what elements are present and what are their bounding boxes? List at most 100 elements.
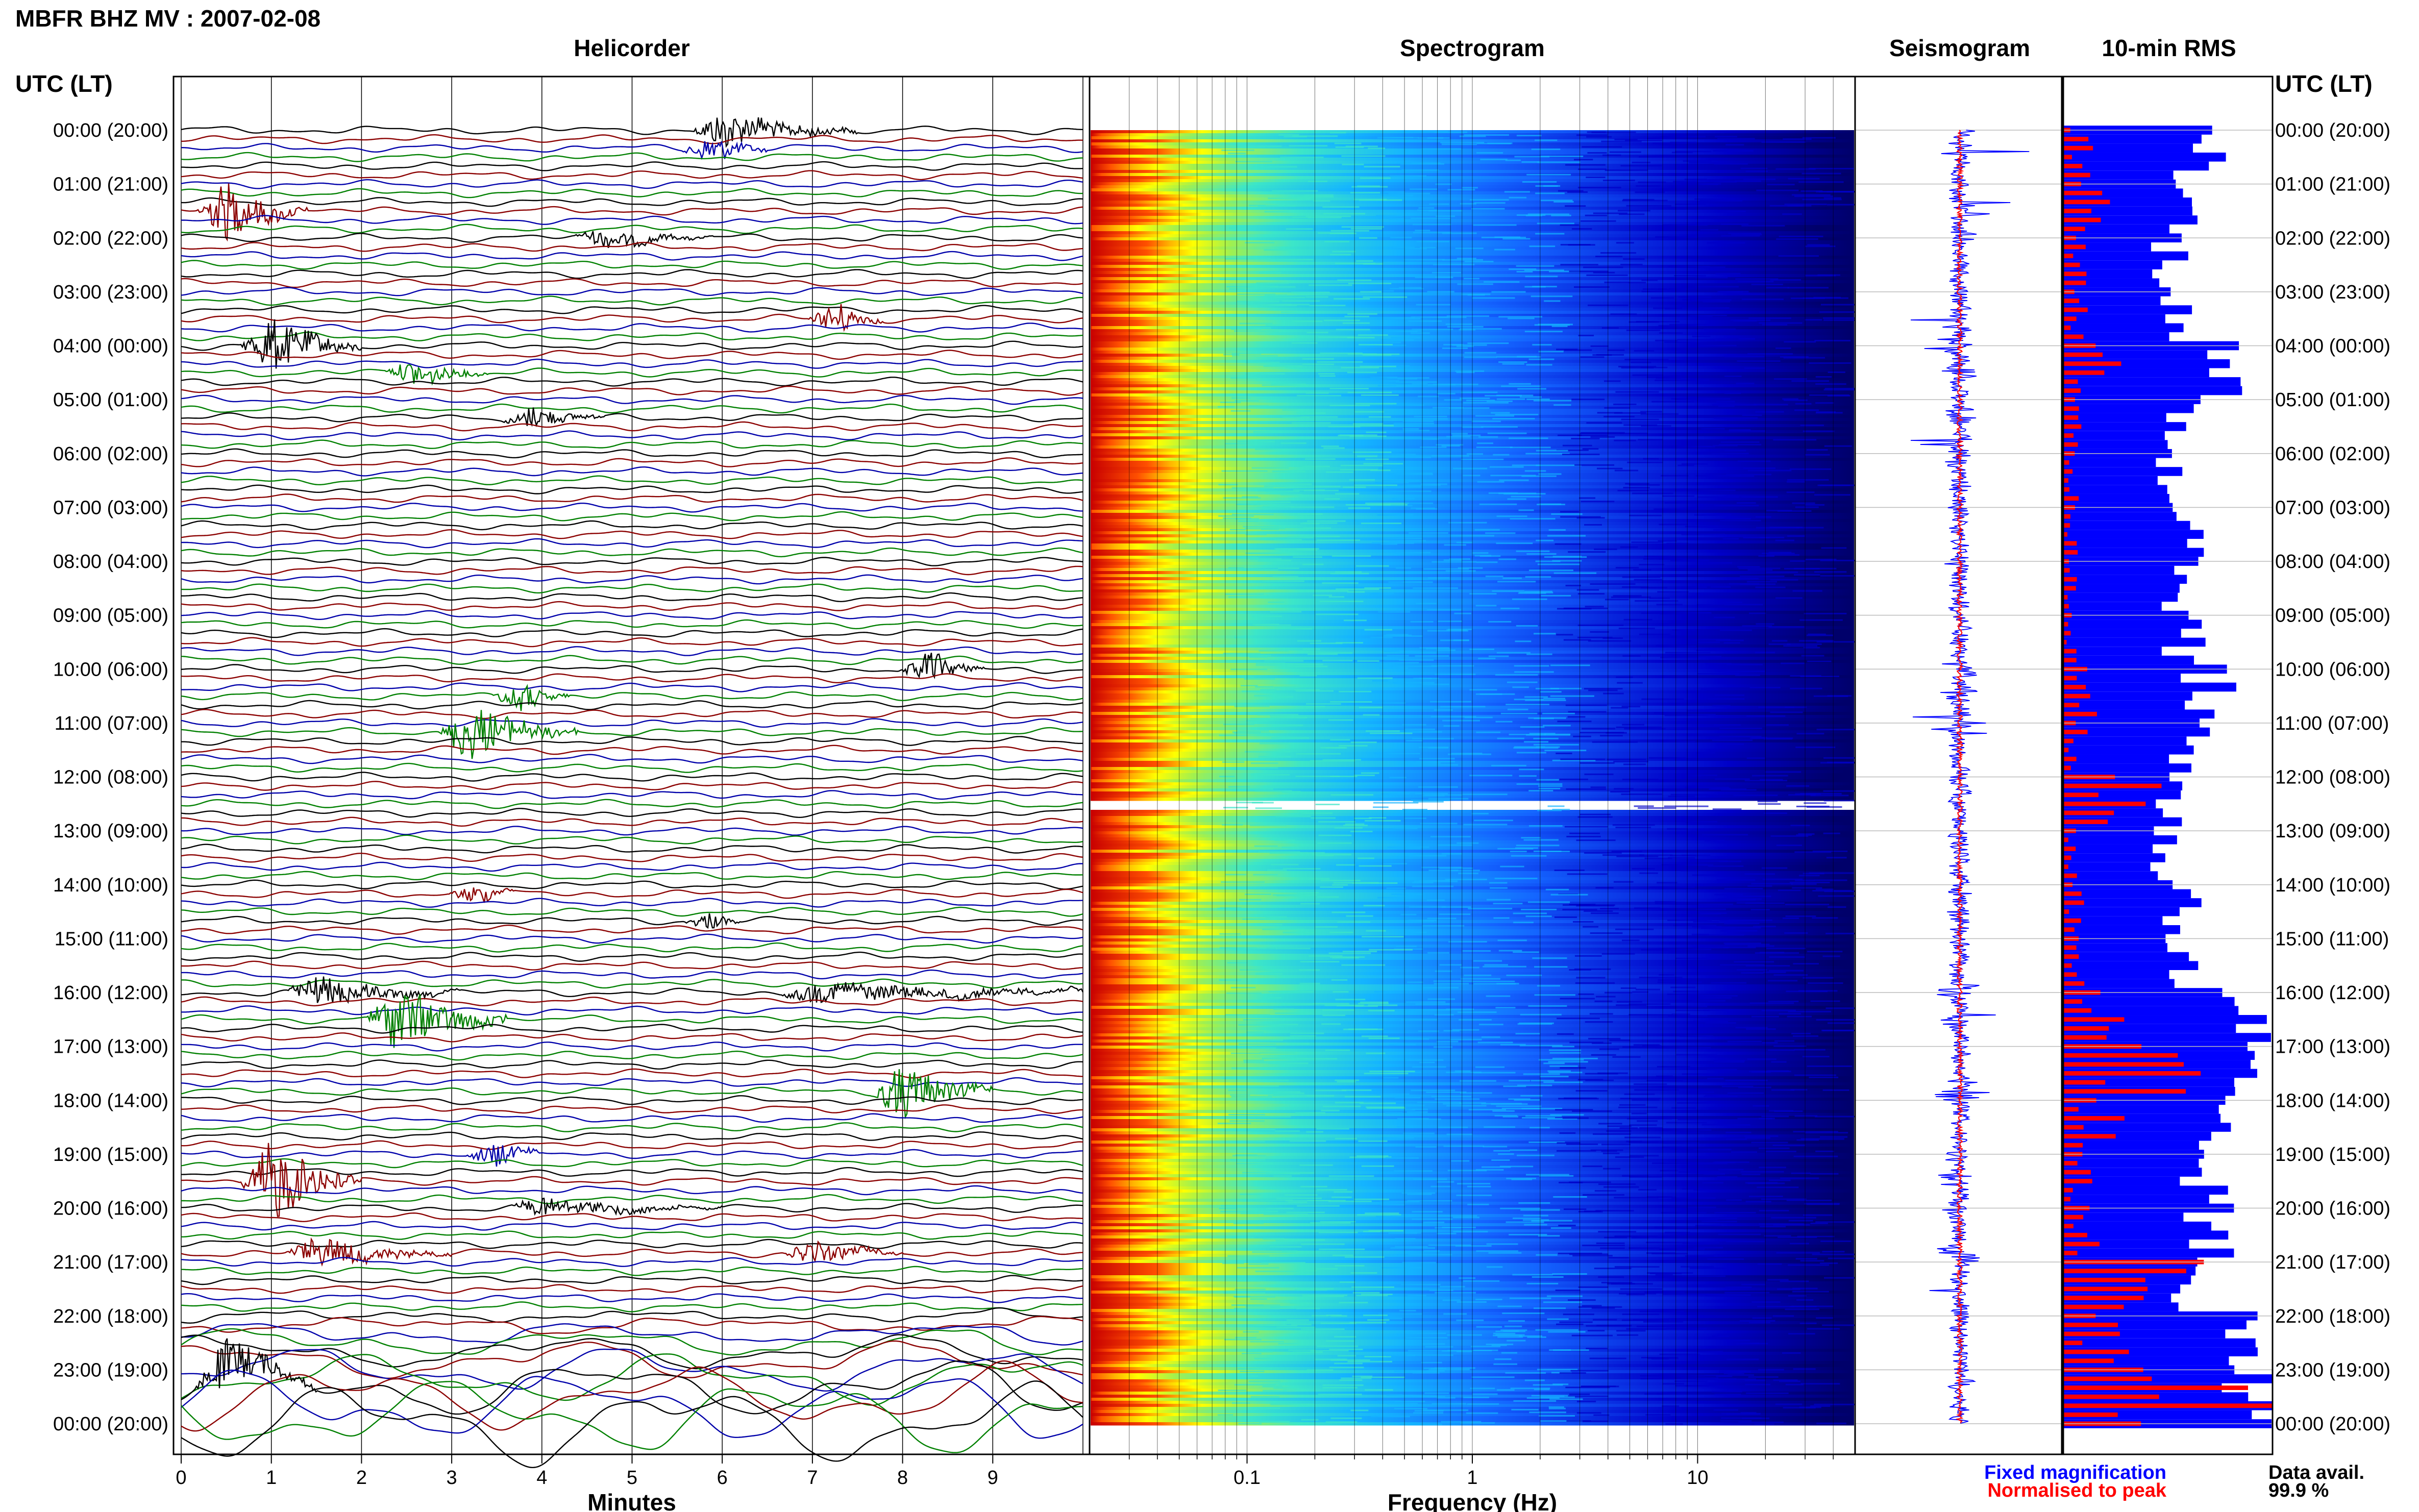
spectrogram-speckle: [1568, 551, 1606, 553]
rms-normalised-bar: [2063, 532, 2068, 537]
spectrogram-speckle: [1647, 1357, 1679, 1359]
spectrogram-speckle: [1537, 563, 1580, 565]
spectrogram-speckle: [1687, 774, 1717, 776]
spectrogram-speckle: [1325, 1049, 1350, 1051]
spectrogram-speckle: [1498, 950, 1522, 952]
spectrogram-speckle: [1248, 655, 1271, 657]
spectrogram-speckle: [1364, 1356, 1391, 1358]
spectrogram-speckle: [1349, 1322, 1387, 1324]
y-tick-label-right: 21:00 (17:00): [2275, 1252, 2390, 1273]
spectrogram-speckle: [1432, 407, 1464, 409]
spectrogram-speckle: [1536, 539, 1554, 541]
spectrogram-speckle: [1598, 1183, 1636, 1185]
spectrogram-speckle: [1707, 1258, 1744, 1260]
spectrogram-speckle: [1685, 786, 1729, 788]
spectrogram-speckle: [1412, 329, 1453, 331]
spectrogram-speckle: [1622, 576, 1661, 578]
spectrogram-speckle: [1810, 1000, 1840, 1002]
spectrogram-speckle: [1655, 1274, 1673, 1276]
rms-fixed-bar: [2063, 853, 2165, 862]
spectrogram-speckle: [1593, 212, 1627, 214]
spectrogram-speckle: [1254, 624, 1291, 626]
spectrogram-speckle: [1276, 1326, 1316, 1328]
spectrogram-speckle: [1405, 418, 1448, 420]
spectrogram-speckle: [1446, 1133, 1473, 1135]
spectrogram-speckle: [1523, 839, 1559, 841]
spectrogram-speckle: [1476, 142, 1511, 144]
spectrogram-speckle: [1405, 920, 1434, 922]
spectrogram-speckle: [1572, 1110, 1612, 1112]
spectrogram-speckle: [1636, 1325, 1671, 1327]
spectrogram-speckle: [1290, 628, 1313, 630]
helicorder-trace-line: [181, 430, 1083, 441]
spectrogram-speckle: [1439, 913, 1471, 915]
spectrogram-speckle: [1234, 327, 1271, 329]
spectrogram-speckle: [1514, 1099, 1540, 1101]
spectrogram-speckle: [1612, 824, 1655, 826]
spectrogram-speckle: [1693, 1149, 1710, 1151]
rms-fixed-bar: [2063, 1123, 2231, 1132]
rms-normalised-bar: [2063, 1008, 2092, 1013]
helicorder-trace-line: [181, 960, 1083, 971]
rms-fixed-bar: [2063, 1176, 2180, 1186]
rms-normalised-bar: [2063, 577, 2077, 582]
spectrogram-speckle: [1309, 305, 1346, 307]
spectrogram-speckle: [1335, 493, 1360, 495]
spectrogram-speckle: [1262, 506, 1295, 508]
spectrogram-speckle: [1767, 980, 1798, 982]
spectrogram-speckle: [1295, 775, 1340, 777]
spectrogram-speckle: [1359, 237, 1377, 239]
helicorder-trace-line: [181, 942, 1083, 953]
y-tick-label-left: 13:00 (09:00): [53, 821, 168, 842]
spectrogram-speckle: [1265, 324, 1284, 326]
spectrogram-speckle: [1591, 1054, 1616, 1056]
rms-normalised-bar: [2063, 1412, 2118, 1417]
spectrogram-speckle: [1647, 137, 1671, 139]
spectrogram-speckle: [1408, 1254, 1452, 1256]
spectrogram-speckle: [1298, 196, 1334, 198]
spectrogram-speckle: [1828, 371, 1845, 373]
spectrogram-speckle: [1552, 759, 1596, 761]
spectrogram-speckle: [1284, 1194, 1318, 1196]
spectrogram-speckle: [1329, 956, 1365, 958]
spectrogram-speckle: [1359, 706, 1383, 708]
rms-fixed-bar: [2063, 565, 2175, 575]
spectrogram-speckle: [1613, 760, 1648, 762]
spectrogram-speckle: [1404, 247, 1427, 250]
helicorder-trace-line: [181, 745, 1083, 755]
spectrogram-speckle: [1535, 139, 1558, 141]
spectrogram-speckle: [1595, 1210, 1634, 1212]
spectrogram-speckle: [1724, 1292, 1770, 1294]
helicorder-trace-line: [181, 439, 1083, 449]
spectrogram-speckle: [1431, 665, 1474, 667]
spectrogram-speckle: [1576, 977, 1606, 979]
spectrogram-speckle: [1350, 1272, 1377, 1274]
spectrogram-speckle: [1427, 577, 1449, 579]
spectrogram-speckle: [1496, 515, 1527, 517]
helicorder-trace-line: [181, 520, 1083, 531]
spectrogram-speckle: [1768, 970, 1804, 972]
spectrogram-speckle: [1582, 448, 1599, 450]
helicorder-trace-line: [181, 197, 1083, 207]
spectrogram-speckle: [1399, 1309, 1416, 1311]
spectrogram-speckle: [1443, 559, 1462, 561]
spectrogram-speckle: [1235, 1336, 1257, 1339]
spectrogram-speckle: [1634, 579, 1662, 581]
helicorder-trace-line: [181, 1212, 1083, 1223]
spectrogram-speckle: [1342, 1089, 1372, 1091]
rms-normalised-bar: [2063, 738, 2074, 743]
spectrogram-speckle: [1656, 604, 1683, 606]
spectrogram-speckle: [1299, 1164, 1333, 1166]
rms-normalised-bar: [2063, 1179, 2092, 1184]
spectrogram-speckle: [1419, 758, 1455, 760]
spectrogram-speckle: [1472, 980, 1515, 982]
spectrogram-speckle: [1510, 1149, 1538, 1151]
spectrogram-speckle: [1306, 1369, 1334, 1371]
spectrogram-speckle: [1614, 439, 1636, 441]
spectrogram-speckle: [1550, 1227, 1571, 1229]
y-tick-label-right: 04:00 (00:00): [2275, 336, 2390, 357]
spectrogram-speckle: [1621, 706, 1641, 708]
spectrogram-speckle: [1603, 415, 1635, 417]
spectrogram-speckle: [1429, 203, 1449, 205]
helicorder-trace-line: [181, 152, 1083, 162]
